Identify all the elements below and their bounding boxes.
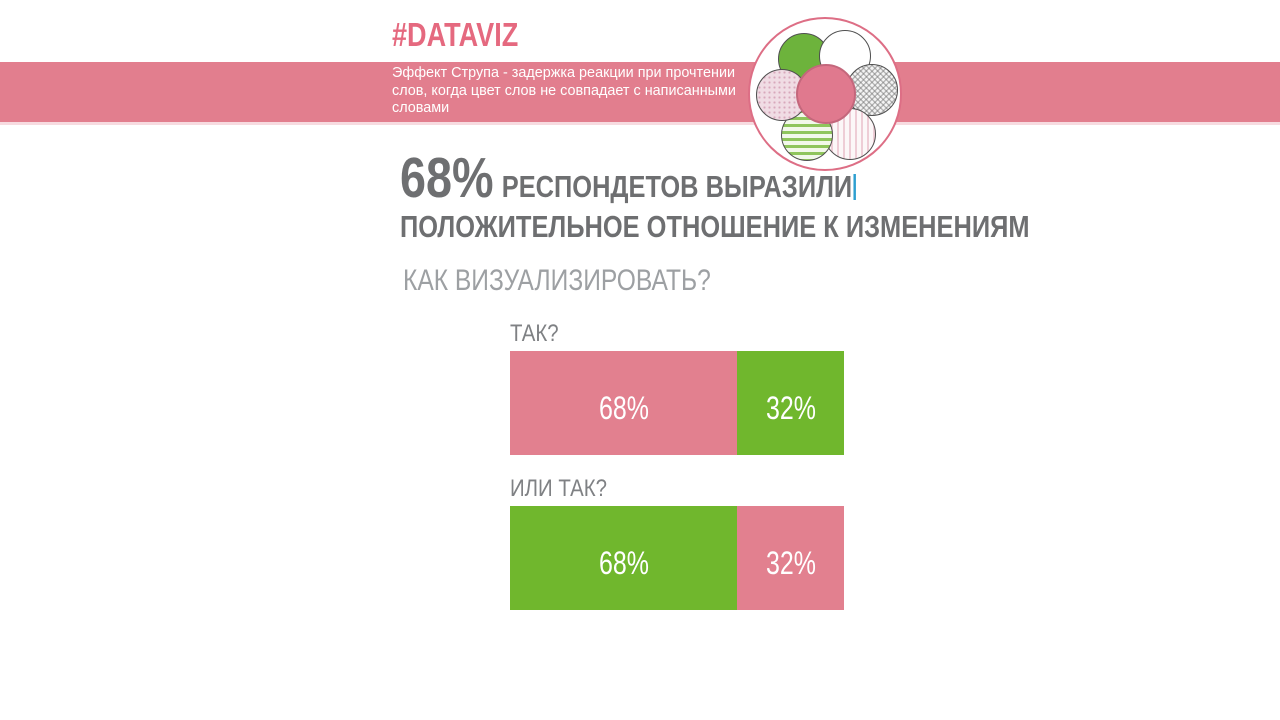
bar-2-segment-pink: 32% [737,506,844,610]
chart-1-title: ТАК? [510,320,559,347]
banner-text: Эффект Струпа - задержка реакции при про… [392,64,736,117]
bar-1-segment-green-label: 32% [765,389,816,426]
banner-line-1: Эффект Струпа - задержка реакции при про… [392,64,736,81]
hashtag-title: #DATAVIZ [392,16,519,53]
banner-band: Эффект Струпа - задержка реакции при про… [0,62,1280,122]
banner-line-2: слов, когда цвет слов не совпадает с нап… [392,81,736,99]
bar-1-segment-green: 32% [737,351,844,455]
headline-line-1: 68% РЕСПОНДЕТОВ ВЫРАЗИЛИ [400,150,1030,207]
question-text: КАК ВИЗУАЛИЗИРОВАТЬ? [403,264,711,297]
bar-2-segment-green: 68% [510,506,738,610]
petal-gray-checker-icon [846,64,898,116]
headline-line-2: ПОЛОЖИТЕЛЬНОЕ ОТНОШЕНИЕ К ИЗМЕНЕНИЯМ [400,209,1030,244]
headline-line1-rest: РЕСПОНДЕТОВ ВЫРАЗИЛИ [501,169,853,204]
banner-line-3: словами [392,99,450,116]
flower-logo [748,17,902,171]
headline-stat-text[interactable]: 68% РЕСПОНДЕТОВ ВЫРАЗИЛИ ПОЛОЖИТЕЛЬНОЕ ОТ… [400,150,1030,244]
flower-center-icon [796,64,856,124]
stat-value: 68% [400,146,494,210]
text-cursor-caret [853,174,857,200]
bar-1-segment-pink-label: 68% [598,389,649,426]
stacked-bar-1: 68% 32% [510,351,844,455]
bar-2-segment-pink-label: 32% [765,544,816,581]
chart-option-2: ИЛИ ТАК? 68% 32% [510,475,844,610]
stacked-bar-2: 68% 32% [510,506,844,610]
bar-2-segment-green-label: 68% [598,544,649,581]
chart-option-1: ТАК? 68% 32% [510,320,844,455]
chart-2-title: ИЛИ ТАК? [510,475,608,502]
bar-1-segment-pink: 68% [510,351,738,455]
